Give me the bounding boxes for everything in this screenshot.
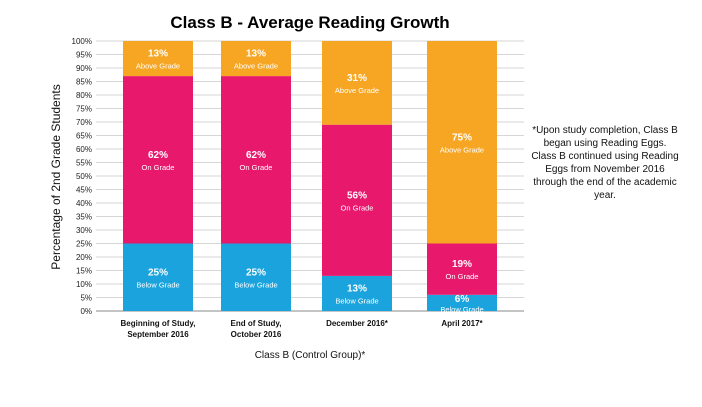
data-label: 13% (347, 283, 367, 294)
y-tick-label: 35% (76, 213, 92, 222)
bar-segment (123, 41, 193, 77)
data-label: 62% (246, 150, 266, 161)
y-axis-ticks: 0% 5% 10% 15% 20% 25% 30% 35% 40% 45% 50% 55% 60% 65%… (72, 37, 92, 316)
bar-segment (221, 76, 291, 244)
x-category-label: September 2016 (127, 330, 189, 339)
segment-label: On Grade (142, 163, 175, 172)
y-tick-label: 40% (76, 199, 92, 208)
segment-label: Above Grade (234, 62, 278, 71)
y-tick-label: 80% (76, 91, 92, 100)
y-tick-label: 15% (76, 267, 92, 276)
bar-segment (123, 76, 193, 244)
data-label: 19% (452, 259, 472, 270)
segment-label: Below Grade (335, 296, 378, 305)
y-tick-label: 25% (76, 240, 92, 249)
bar-segment (221, 41, 291, 77)
bar-segment (427, 41, 497, 244)
chart-title: Class B - Average Reading Growth (170, 13, 449, 32)
bar-segment (322, 41, 392, 125)
segment-label: Below Grade (440, 305, 483, 314)
segment-label: Above Grade (335, 86, 379, 95)
segment-label: Above Grade (136, 62, 180, 71)
y-tick-label: 75% (76, 105, 92, 114)
y-tick-label: 45% (76, 186, 92, 195)
segment-label: Above Grade (440, 145, 484, 154)
y-tick-label: 95% (76, 51, 92, 60)
bar-segment (123, 243, 193, 311)
y-tick-label: 60% (76, 145, 92, 154)
y-axis-label: Percentage of 2nd Grade Students (49, 84, 63, 269)
x-category-label: December 2016* (326, 319, 389, 328)
segment-label: On Grade (341, 203, 374, 212)
segment-label: Below Grade (234, 280, 277, 289)
x-category-label: October 2016 (231, 330, 282, 339)
data-label: 25% (148, 267, 168, 278)
y-tick-label: 10% (76, 280, 92, 289)
y-tick-label: 5% (80, 294, 92, 303)
x-category-label: April 2017* (441, 319, 483, 328)
data-label: 6% (455, 294, 470, 305)
bar-segment (427, 243, 497, 295)
bar-segment (322, 124, 392, 276)
segment-label: Below Grade (136, 280, 179, 289)
segment-label: On Grade (446, 272, 479, 281)
x-category-label: Beginning of Study, (121, 319, 196, 328)
segment-label: On Grade (240, 163, 273, 172)
data-label: 25% (246, 267, 266, 278)
bar-segment (322, 275, 392, 311)
x-axis-label: Class B (Control Group)* (255, 350, 366, 361)
data-label: 56% (347, 190, 367, 201)
y-tick-label: 65% (76, 132, 92, 141)
y-tick-label: 70% (76, 118, 92, 127)
footnote: *Upon study completion, Class B began us… (531, 125, 679, 201)
x-axis-categories: Beginning of Study, September 2016 End of … (121, 319, 484, 339)
y-tick-label: 20% (76, 253, 92, 262)
y-tick-label: 50% (76, 172, 92, 181)
y-tick-label: 90% (76, 64, 92, 73)
bar-segment (221, 243, 291, 311)
y-tick-label: 0% (80, 307, 92, 316)
y-tick-label: 85% (76, 78, 92, 87)
data-label: 31% (347, 73, 367, 84)
data-label: 13% (148, 49, 168, 60)
data-label: 75% (452, 132, 472, 143)
data-label: 13% (246, 49, 266, 60)
bar-segment (427, 294, 497, 311)
y-tick-label: 55% (76, 159, 92, 168)
y-tick-label: 30% (76, 226, 92, 235)
y-tick-label: 100% (72, 37, 92, 46)
data-label: 62% (148, 150, 168, 161)
bars: 25% Below Grade 62% On Grade 13% Above Grade 2… (123, 41, 497, 314)
x-category-label: End of Study, (231, 319, 282, 328)
